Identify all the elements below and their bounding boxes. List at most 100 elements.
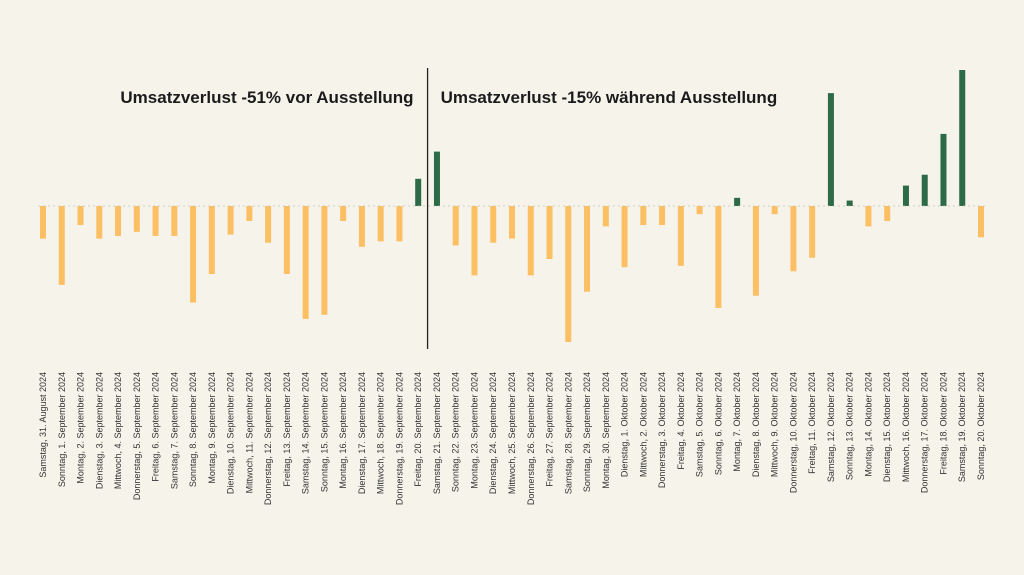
annotation-right: Umsatzverlust -15% während Ausstellung <box>441 88 778 107</box>
bar <box>584 206 591 292</box>
x-tick-label: Montag, 2. September 2024 <box>76 372 86 484</box>
bar <box>527 206 534 276</box>
bar <box>415 178 422 206</box>
bar <box>302 206 309 319</box>
x-tick-label: Donnerstag, 12. September 2024 <box>263 372 273 505</box>
bar <box>471 206 478 276</box>
bar <box>752 206 759 296</box>
x-tick-label: Samstag, 21. September 2024 <box>432 372 442 494</box>
x-tick-label: Montag, 30. September 2024 <box>601 372 611 489</box>
x-tick-label: Dienstag, 8. Oktober 2024 <box>751 372 761 477</box>
x-tick-label: Samstag, 31. August 2024 <box>38 372 48 478</box>
bar <box>452 206 459 246</box>
x-tick-label: Samstag, 19. Oktober 2024 <box>957 372 967 482</box>
bar <box>978 206 984 238</box>
x-tick-label: Donnerstag, 19. September 2024 <box>394 372 404 505</box>
bar <box>884 206 891 221</box>
bar <box>152 206 159 236</box>
bar <box>790 206 797 272</box>
x-tick-label: Donnerstag, 10. Oktober 2024 <box>788 372 798 493</box>
x-tick-label: Sonntag, 20. Oktober 2024 <box>976 372 986 480</box>
x-tick-label: Mittwoch, 2. Oktober 2024 <box>638 372 648 477</box>
bar <box>771 206 778 215</box>
x-tick-label: Mittwoch, 11. September 2024 <box>244 372 254 493</box>
x-tick-label: Montag, 23. September 2024 <box>469 372 479 489</box>
bar <box>940 133 947 206</box>
x-tick-label: Freitag, 27. September 2024 <box>545 372 555 487</box>
bar <box>77 206 84 226</box>
bar <box>546 206 553 260</box>
x-tick-label: Mittwoch, 25. September 2024 <box>507 372 517 494</box>
x-tick-label: Samstag, 7. September 2024 <box>169 372 179 489</box>
bar <box>565 206 572 342</box>
x-tick-label: Sonntag, 6. Oktober 2024 <box>713 372 723 475</box>
x-tick-label: Mittwoch, 16. Oktober 2024 <box>901 372 911 482</box>
bar <box>715 206 722 308</box>
bar <box>340 206 347 221</box>
bar <box>902 185 909 206</box>
bar <box>133 206 140 232</box>
bar <box>321 206 328 315</box>
x-tick-labels: Samstag, 31. August 2024 Sonntag, 1. Sept… <box>38 372 986 505</box>
bar <box>171 206 178 236</box>
x-tick-label: Samstag, 28. September 2024 <box>563 372 573 494</box>
x-tick-label: Sonntag, 29. September 2024 <box>582 372 592 492</box>
bar <box>959 70 966 206</box>
bar <box>433 151 440 206</box>
bar <box>602 206 609 227</box>
bar <box>246 206 253 221</box>
x-tick-label: Samstag, 12. Oktober 2024 <box>826 372 836 482</box>
bar <box>809 206 816 258</box>
x-tick-label: Mittwoch, 9. Oktober 2024 <box>770 372 780 477</box>
x-tick-label: Sonntag, 15. September 2024 <box>319 372 329 492</box>
bar <box>396 206 403 242</box>
bar <box>96 206 103 239</box>
x-tick-label: Dienstag, 15. Oktober 2024 <box>882 372 892 482</box>
x-tick-label: Dienstag, 3. September 2024 <box>94 372 104 489</box>
bar <box>377 206 384 242</box>
x-tick-label: Donnerstag, 17. Oktober 2024 <box>920 372 930 493</box>
x-tick-label: Donnerstag, 5. September 2024 <box>132 372 142 500</box>
bar <box>227 206 234 235</box>
bar <box>283 206 290 274</box>
bar <box>621 206 628 268</box>
bar <box>846 200 853 206</box>
annotation-left: Umsatzverlust -51% vor Ausstellung <box>120 88 413 107</box>
bar <box>827 93 834 206</box>
bar <box>640 206 647 226</box>
x-tick-label: Samstag, 14. September 2024 <box>301 372 311 494</box>
bar <box>40 206 46 239</box>
x-tick-label: Dienstag, 17. September 2024 <box>357 372 367 494</box>
bar <box>677 206 684 266</box>
x-tick-label: Freitag, 13. September 2024 <box>282 372 292 487</box>
x-tick-label: Montag, 9. September 2024 <box>207 372 217 484</box>
x-tick-label: Montag, 7. Oktober 2024 <box>732 372 742 472</box>
x-tick-label: Donnerstag, 3. Oktober 2024 <box>657 372 667 488</box>
bar <box>490 206 497 243</box>
bar <box>265 206 272 243</box>
bar <box>659 206 666 226</box>
x-tick-label: Mittwoch, 18. September 2024 <box>376 372 386 494</box>
bar <box>921 174 928 206</box>
x-tick-label: Montag, 16. September 2024 <box>338 372 348 489</box>
bar <box>509 206 515 239</box>
bar <box>190 206 197 303</box>
x-tick-label: Dienstag, 1. Oktober 2024 <box>620 372 630 477</box>
x-tick-label: Freitag, 20. September 2024 <box>413 372 423 487</box>
bar <box>58 206 65 285</box>
x-tick-label: Freitag, 6. September 2024 <box>151 372 161 482</box>
x-tick-label: Mittwoch, 4. September 2024 <box>113 372 123 489</box>
x-tick-label: Freitag, 18. Oktober 2024 <box>938 372 948 475</box>
bar <box>115 206 122 236</box>
x-tick-label: Samstag, 5. Oktober 2024 <box>695 372 705 477</box>
bar <box>208 206 215 274</box>
x-tick-label: Freitag, 11. Oktober 2024 <box>807 372 817 474</box>
x-tick-label: Dienstag, 24. September 2024 <box>488 372 498 494</box>
x-tick-label: Dienstag, 10. September 2024 <box>226 372 236 494</box>
bar <box>734 197 741 206</box>
x-tick-label: Donnerstag, 26. September 2024 <box>526 372 536 505</box>
x-tick-label: Freitag, 4. Oktober 2024 <box>676 372 686 470</box>
bar <box>358 206 365 247</box>
x-tick-label: Sonntag, 13. Oktober 2024 <box>845 372 855 480</box>
